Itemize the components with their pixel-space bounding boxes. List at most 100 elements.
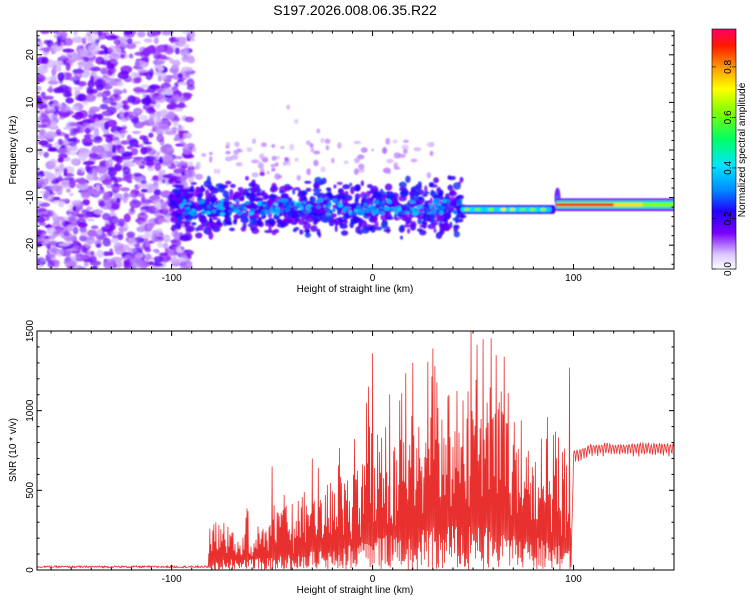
spectrogram-blob (292, 228, 297, 233)
spectrogram-blob (123, 106, 130, 111)
spectrogram-blob (174, 175, 178, 183)
spectrogram-blob (104, 258, 114, 267)
spectrogram-blob (155, 128, 165, 134)
spectrogram-blob (398, 181, 407, 188)
spectrogram-blob (295, 208, 298, 211)
spectrogram-blob (217, 168, 221, 175)
spectrogram-blob (259, 153, 265, 160)
spectrogram-blob (366, 207, 373, 212)
spectrogram-x-axis-label: Height of straight line (km) (297, 284, 414, 295)
spectrogram-blob (312, 188, 322, 193)
spectrogram-blob (41, 56, 49, 65)
spectrogram-blob (99, 103, 109, 110)
spectrogram-blob (143, 62, 148, 69)
spectrogram-blob (38, 202, 51, 207)
spectrogram-blob (72, 245, 81, 253)
spectrogram-blob (352, 212, 356, 215)
spectrogram-blob (173, 137, 181, 142)
spectrogram-blob (130, 147, 139, 156)
spectrogram-blob (385, 137, 391, 145)
spectrogram-blob (101, 111, 112, 116)
spectrogram-blob (349, 182, 353, 187)
spectrogram-blob (43, 170, 52, 176)
spectrogram-blob (171, 224, 176, 232)
spectrogram-blob (63, 230, 70, 237)
spectrogram-blob (387, 208, 394, 212)
snr-y-tick-label: 0 (25, 567, 36, 573)
spectrogram-blob (58, 242, 70, 247)
spectrogram-blob (386, 158, 394, 164)
spectrogram-blob (70, 158, 80, 166)
spectrogram-blob (83, 261, 89, 267)
spectrogram-blob (218, 184, 226, 193)
spectrogram-blob (81, 209, 90, 215)
spectrogram-blob (176, 246, 182, 254)
spectrogram-blob (266, 171, 270, 175)
spectrogram-blob (140, 198, 151, 207)
spectrogram-blob (190, 181, 197, 185)
spectrogram-blob (307, 208, 312, 213)
spectrogram-blob (327, 201, 332, 206)
spectrogram-blob (158, 156, 164, 164)
spectrogram-blob (156, 151, 161, 156)
spectrogram-blob (358, 163, 365, 170)
spectrogram-blob (37, 166, 40, 173)
spectrogram-blob (246, 147, 253, 153)
spectrogram-blob (62, 90, 72, 98)
spectrogram-blob (69, 122, 79, 127)
spectrogram-blob (87, 230, 97, 238)
spectrogram-blob (442, 198, 448, 204)
spectrogram-blob (137, 31, 146, 38)
spectrogram-blob (353, 140, 362, 145)
spectrogram-blob (550, 205, 556, 214)
spectrogram-blob (385, 212, 392, 220)
spectrogram-blob (270, 211, 277, 214)
spectrogram-y-ticks: -20 -10 0 10 20 (25, 35, 674, 265)
spectrogram-blob (118, 218, 125, 227)
spectrogram-blob (323, 214, 332, 222)
spectrogram-blob (163, 44, 169, 49)
spectrogram-blob (71, 53, 81, 62)
spectrogram-blob (102, 237, 112, 247)
spectrogram-blob (327, 192, 333, 199)
spectrogram-blob (56, 60, 63, 67)
spectrogram-blob (88, 152, 98, 159)
spectrogram-blob (370, 224, 376, 233)
spectrogram-blob (72, 36, 84, 44)
spectrogram-blob (107, 45, 120, 53)
spectrogram-blob (292, 188, 296, 195)
spectrogram-blob (173, 160, 180, 165)
spectrogram-blob (408, 216, 412, 223)
spectrogram-blob (185, 225, 195, 232)
spectrogram-blob (37, 210, 42, 215)
spectrogram-blob (52, 49, 57, 54)
spectrogram-blob (337, 142, 342, 149)
spectrogram-blob (434, 198, 440, 203)
spectrogram-blob (108, 77, 116, 87)
spectrogram-blob (509, 207, 516, 212)
spectrogram-blob (77, 182, 89, 191)
spectrogram-blob (182, 254, 188, 259)
spectrogram-blob (59, 182, 71, 189)
spectrogram-blob (380, 201, 385, 205)
spectrogram-blob (51, 67, 57, 77)
spectrogram-blob (157, 240, 163, 248)
spectrogram-blob (249, 217, 257, 226)
spectrogram-blob (72, 205, 77, 212)
spectrogram-blob (235, 162, 243, 167)
spectrogram-blob (260, 211, 266, 216)
spectrogram-blob (393, 166, 401, 170)
spectrogram-blob (172, 59, 181, 67)
spectrogram-blob (343, 219, 348, 224)
spectrogram-blob (337, 209, 341, 216)
spectrogram-blob (331, 157, 335, 164)
spectrogram-blob (134, 51, 145, 56)
spectrogram-blob (64, 133, 70, 139)
spectrogram-blob (42, 95, 54, 100)
spectrogram-blob (182, 211, 189, 216)
spectrogram-blob (302, 201, 307, 205)
spectrogram-blob (186, 192, 195, 198)
snr-y-ticks: 0 500 1000 1500 (25, 319, 674, 573)
